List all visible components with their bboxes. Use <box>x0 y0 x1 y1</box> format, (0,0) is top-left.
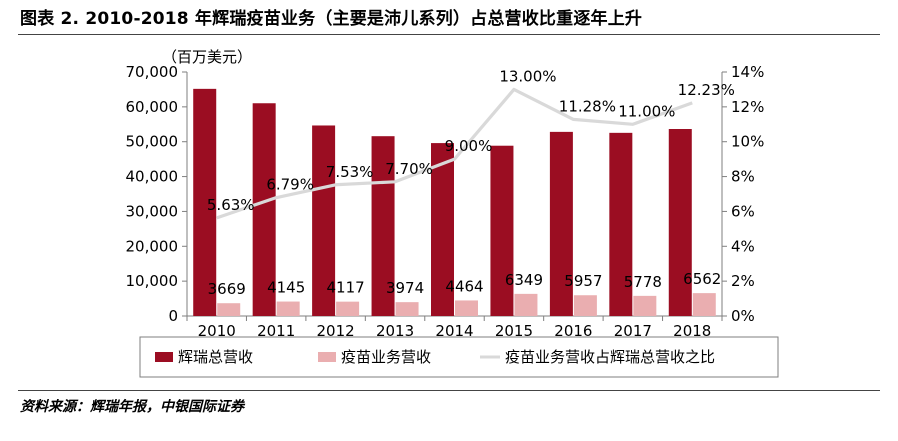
ratio-label: 7.70% <box>385 160 433 178</box>
ratio-line <box>216 87 693 220</box>
ratio-label: 11.00% <box>618 102 675 120</box>
bar-vaccine-revenue <box>633 295 657 316</box>
bar-total-revenue <box>609 132 633 316</box>
left-tick-label: 30,000 <box>126 202 179 220</box>
x-tick-label: 2014 <box>435 322 473 340</box>
vaccine-revenue-label: 4145 <box>267 279 305 297</box>
right-tick-label: 2% <box>731 272 755 290</box>
x-tick-label: 2018 <box>673 322 711 340</box>
chart-title: 图表 2. 2010-2018 年辉瑞疫苗业务（主要是沛儿系列）占总营收比重逐年… <box>20 9 643 29</box>
legend: 辉瑞总营收 疫苗业务营收 疫苗业务营收占辉瑞总营收之比 <box>155 348 715 366</box>
bar-total-revenue <box>549 131 573 316</box>
bar-vaccine-revenue <box>336 301 360 316</box>
left-tick-label: 60,000 <box>126 98 179 116</box>
bar-total-revenue <box>312 125 336 316</box>
vaccine-revenue-label: 5778 <box>624 273 662 291</box>
x-tick-label: 2017 <box>614 322 652 340</box>
left-tick-label: 10,000 <box>126 272 179 290</box>
vaccine-revenue-label: 3974 <box>386 279 424 297</box>
vaccine-revenue-label: 3669 <box>208 280 246 298</box>
vaccine-revenue-label: 4117 <box>327 279 365 297</box>
axes: 0 10,000 20,000 30,000 40,000 50,000 60,000 70,… <box>126 63 765 340</box>
bar-total-revenue <box>252 103 276 317</box>
right-tick-label: 14% <box>731 63 764 81</box>
right-tick-label: 10% <box>731 133 764 151</box>
x-tick-label: 2016 <box>554 322 592 340</box>
bar-vaccine-revenue <box>455 300 478 316</box>
right-tick-label: 12% <box>731 98 764 116</box>
ratio-series-line <box>216 87 693 220</box>
vaccine-revenue-label: 6562 <box>683 270 721 288</box>
legend-label-ratio: 疫苗业务营收占辉瑞总营收之比 <box>505 348 715 366</box>
left-tick-label: 40,000 <box>126 168 179 186</box>
bars <box>193 88 716 317</box>
right-tick-label: 6% <box>731 202 755 220</box>
x-tick-label: 2011 <box>257 322 295 340</box>
bar-total-revenue <box>490 145 514 316</box>
bar-vaccine-revenue <box>276 301 300 316</box>
top-rule <box>18 34 880 35</box>
left-tick-label: 50,000 <box>126 133 179 151</box>
ratio-label: 6.79% <box>266 176 314 194</box>
left-tick-label: 20,000 <box>126 237 179 255</box>
unit-label: （百万美元） <box>162 48 252 66</box>
legend-frame <box>139 336 779 378</box>
bar-vaccine-revenue <box>514 293 538 316</box>
bottom-rule <box>18 390 880 391</box>
bar-total-revenue <box>193 88 217 317</box>
vaccine-revenue-label: 6349 <box>505 271 543 289</box>
legend-label-vaccine: 疫苗业务营收 <box>341 348 431 366</box>
legend-swatch-vaccine <box>318 352 336 362</box>
source-note: 资料来源：辉瑞年报，中银国际证券 <box>20 399 244 415</box>
left-tick-label: 0 <box>168 307 178 325</box>
vaccine-revenue-label: 4464 <box>445 277 483 295</box>
ratio-label: 5.63% <box>207 196 255 214</box>
legend-label-total: 辉瑞总营收 <box>178 348 253 366</box>
right-tick-label: 4% <box>731 237 755 255</box>
ratio-label: 11.28% <box>559 97 616 115</box>
right-tick-label: 8% <box>731 168 755 186</box>
left-tick-label: 70,000 <box>126 63 179 81</box>
legend-swatch-total <box>155 352 173 362</box>
x-tick-label: 2010 <box>198 322 236 340</box>
vaccine-revenue-label: 5957 <box>564 272 602 290</box>
ratio-label: 7.53% <box>326 163 374 181</box>
bar-total-revenue <box>668 129 692 316</box>
data-labels: 3669 4145 4117 3974 4464 6349 5957 5778 6562 5.63… <box>207 67 735 298</box>
x-tick-label: 2015 <box>495 322 533 340</box>
ratio-label: 12.23% <box>678 81 735 99</box>
bar-vaccine-revenue <box>395 302 419 316</box>
ratio-label: 9.00% <box>445 137 493 155</box>
x-tick-label: 2013 <box>376 322 414 340</box>
x-tick-label: 2012 <box>317 322 355 340</box>
ratio-label: 13.00% <box>499 67 556 85</box>
bar-vaccine-revenue <box>573 295 597 316</box>
bar-vaccine-revenue <box>217 303 241 316</box>
bar-total-revenue <box>431 143 454 316</box>
bar-vaccine-revenue <box>692 293 716 316</box>
right-tick-label: 0% <box>731 307 755 325</box>
